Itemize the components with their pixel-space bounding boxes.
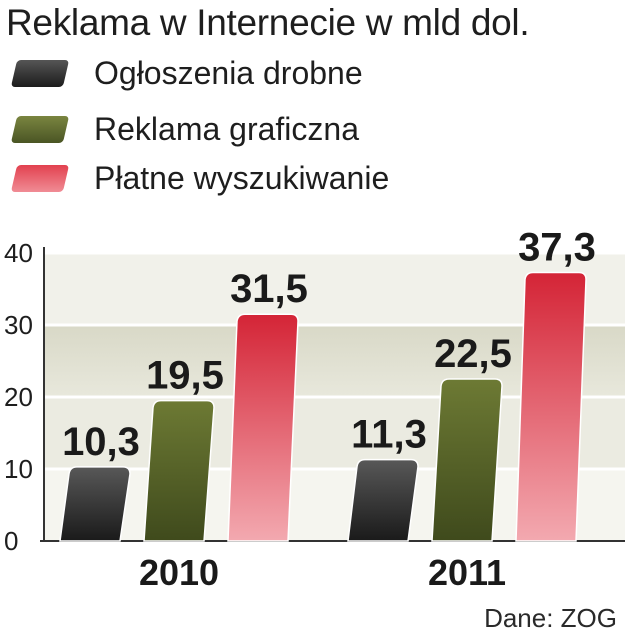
legend-label: Płatne wyszukiwanie — [94, 159, 390, 196]
chart-title: Reklama w Internecie w mld dol. — [6, 2, 530, 43]
legend-label: Reklama graficzna — [94, 110, 359, 147]
data-label: 19,5 — [146, 354, 224, 398]
legend-item-platne-wyszukiwanie: Płatne wyszukiwanie — [4, 156, 389, 200]
bar-ogłoszenia-drobne-2010 — [59, 466, 131, 542]
data-label: 37,3 — [518, 225, 596, 269]
data-label: 22,5 — [434, 332, 512, 376]
y-tick-label: 30 — [4, 310, 33, 340]
bar-reklama-graficzna-2010 — [143, 399, 215, 542]
y-tick-label: 40 — [4, 238, 33, 268]
legend-item-ogloszenia-drobne: Ogłoszenia drobne — [4, 51, 363, 95]
data-label: 31,5 — [230, 267, 308, 311]
legend-item-reklama-graficzna: Reklama graficzna — [4, 107, 359, 151]
data-label: 11,3 — [351, 413, 427, 457]
y-tick-label: 20 — [4, 382, 33, 412]
x-tick-label: 2010 — [139, 552, 219, 593]
y-tick-label: 10 — [4, 454, 33, 484]
y-tick-label: 0 — [4, 526, 18, 556]
x-tick-label: 2011 — [428, 552, 506, 593]
data-label: 10,3 — [62, 420, 140, 464]
source-note: Dane: ZOG — [484, 603, 617, 633]
bar-płatne-wyszukiwanie-2010 — [227, 313, 299, 542]
bar-reklama-graficzna-2011 — [431, 378, 503, 542]
bar-płatne-wyszukiwanie-2011 — [515, 271, 587, 542]
legend-label: Ogłoszenia drobne — [94, 54, 363, 91]
bar-ogłoszenia-drobne-2011 — [347, 458, 419, 542]
